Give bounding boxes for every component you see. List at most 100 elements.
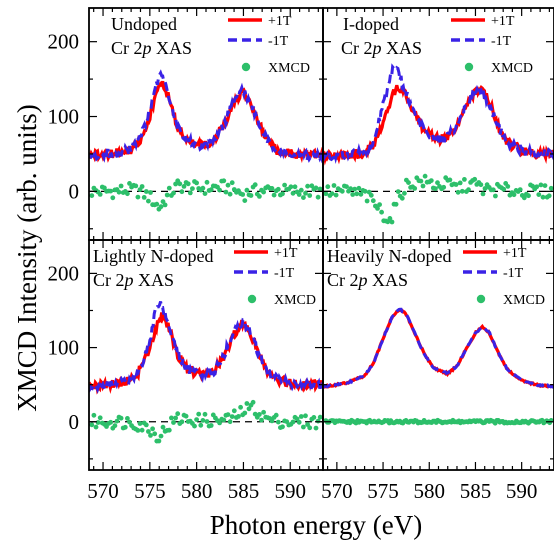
subtitle-part: XAS (382, 38, 423, 58)
legend-label: +1T (268, 14, 292, 29)
legend-xmcd-marker (241, 62, 251, 72)
xmcd-point (435, 180, 440, 186)
xmcd-point (127, 419, 132, 425)
legend-xmcd-marker (247, 294, 257, 304)
xmcd-point (160, 424, 166, 430)
xmcd-point (389, 219, 395, 225)
xmcd-point (202, 411, 208, 417)
xmcd-point (462, 177, 467, 182)
xmcd-point (548, 185, 554, 191)
xmcd-point (453, 182, 459, 187)
xmcd-point (457, 180, 463, 186)
legend-label: +1T (274, 246, 298, 261)
xmcd-point (166, 427, 172, 433)
xmcd-point (93, 424, 99, 430)
xmcd-point (275, 186, 281, 192)
xmcd-point (166, 185, 172, 191)
xmcd-point (238, 404, 244, 410)
legend-label: XMCD (491, 61, 533, 76)
xmcd-point (315, 194, 321, 200)
subtitle-part: Cr 2 (327, 270, 359, 290)
xmcd-point (196, 411, 202, 417)
xmcd-point (183, 413, 189, 419)
xmcd-point (466, 187, 471, 193)
xmcd-point (202, 191, 208, 197)
xmcd-point (194, 417, 200, 422)
xmcd-point (368, 192, 374, 198)
panel-content (323, 63, 554, 225)
xmcd-point (204, 419, 210, 424)
xmcd-point (169, 415, 174, 421)
xmcd-point (164, 192, 170, 198)
x-axis-label: Photon energy (eV) (210, 510, 422, 540)
xmcd-point (148, 433, 153, 438)
xmcd-point (122, 424, 128, 430)
xmcd-point (244, 401, 250, 406)
legend-label: XMCD (268, 61, 310, 76)
xmcd-point (362, 188, 368, 194)
xmcd-point (139, 184, 145, 189)
xmcd-point (288, 184, 294, 190)
subtitle-part: Cr 2 (341, 38, 373, 58)
xmcd-point (455, 189, 461, 195)
xmcd-point (240, 192, 246, 197)
xmcd-point (311, 415, 317, 420)
panel-top-right: I-doped Cr 2p XAS +1T -1T XMCD (322, 7, 554, 241)
xmcd-point (179, 189, 185, 195)
xmcd-point (517, 187, 523, 193)
legend-xmcd-marker (476, 294, 486, 304)
xmcd-point (317, 186, 323, 192)
xmcd-point (406, 180, 411, 186)
xmcd-point (480, 191, 486, 197)
xmcd-point (290, 190, 296, 196)
xmcd-point (364, 198, 370, 204)
xmcd-point (375, 206, 380, 211)
xmcd-point (154, 201, 160, 207)
xmcd-point (146, 429, 151, 434)
xmcd-point (420, 183, 426, 189)
xmcd-point (242, 410, 248, 416)
xmcd-point (534, 184, 540, 190)
series-minus1t-line (323, 63, 554, 164)
xmcd-point (317, 414, 323, 420)
xmcd-point (231, 408, 237, 414)
xmcd-point (301, 424, 306, 430)
xmcd-point (313, 185, 319, 191)
xmcd-point (248, 193, 254, 198)
xmcd-point (393, 201, 399, 207)
xmcd-point (536, 192, 542, 198)
xmcd-point (387, 216, 393, 221)
series-minus1t-line (89, 301, 323, 394)
xmcd-point (292, 184, 298, 190)
xmcd-point (225, 182, 231, 188)
xmcd-point (108, 188, 114, 194)
xmcd-point (198, 422, 204, 428)
xmcd-point (301, 195, 306, 201)
legend-label: -1T (268, 34, 289, 49)
series-minus1t-line (323, 307, 554, 390)
xmcd-point (352, 186, 358, 192)
xmcd-point (540, 194, 546, 200)
xmcd-point (290, 419, 296, 425)
y-tick-label: 0 (69, 179, 80, 203)
xmcd-point (118, 183, 124, 189)
xmcd-point (217, 187, 223, 193)
xmcd-point (356, 185, 362, 191)
subtitle-part: p (371, 38, 382, 58)
xmcd-point (482, 186, 488, 191)
xmcd-point (177, 181, 183, 187)
xmcd-point (521, 195, 527, 201)
panel-subtitle: Cr 2p XAS (111, 38, 192, 58)
subtitle-part: XAS (368, 270, 409, 290)
xmcd-point (143, 189, 149, 194)
xmcd-point (296, 419, 302, 425)
legend-label: +1T (491, 14, 515, 29)
xmcd-point (399, 195, 405, 201)
subtitle-part: Cr 2 (111, 38, 143, 58)
y-tick-label: 0 (69, 410, 80, 434)
xmcd-point (370, 198, 376, 204)
xmcd-point (200, 185, 206, 191)
xmcd-point (273, 412, 279, 418)
xmcd-point (428, 178, 434, 184)
panel-title: I-doped (343, 14, 399, 34)
